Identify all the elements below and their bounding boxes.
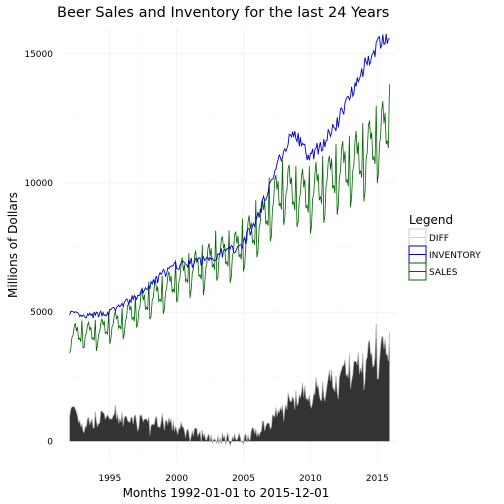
series-inventory-line [69,33,390,319]
x-tick-label: 2000 [165,474,188,484]
y-axis-title: Millions of Dollars [6,192,20,298]
legend: Legend DIFF INVENTORY SALES [408,213,481,281]
chart-title: Beer Sales and Inventory for the last 24… [57,5,389,21]
x-tick-label: 2015 [366,474,389,484]
x-axis-title: Months 1992-01-01 to 2015-12-01 [123,486,330,500]
x-tick-label: 1995 [98,474,121,484]
y-tick-label: 5000 [30,308,53,318]
series-sales-line [69,84,390,354]
legend-title: Legend [409,213,453,227]
y-tick-label: 10000 [24,179,53,189]
legend-label-sales: SALES [429,268,458,278]
y-axis: 0 5000 10000 15000 [24,50,53,448]
legend-label-diff: DIFF [429,234,449,244]
x-tick-label: 2010 [299,474,322,484]
series-diff-line [69,323,390,447]
y-tick-label: 15000 [24,50,53,60]
plot-area [69,33,390,447]
series-diff-area [69,323,390,446]
y-tick-label: 0 [47,437,53,447]
legend-label-inventory: INVENTORY [429,251,481,261]
x-tick-label: 2005 [232,474,255,484]
x-axis: 1995 2000 2005 2010 2015 [98,474,388,484]
grid [63,28,396,462]
